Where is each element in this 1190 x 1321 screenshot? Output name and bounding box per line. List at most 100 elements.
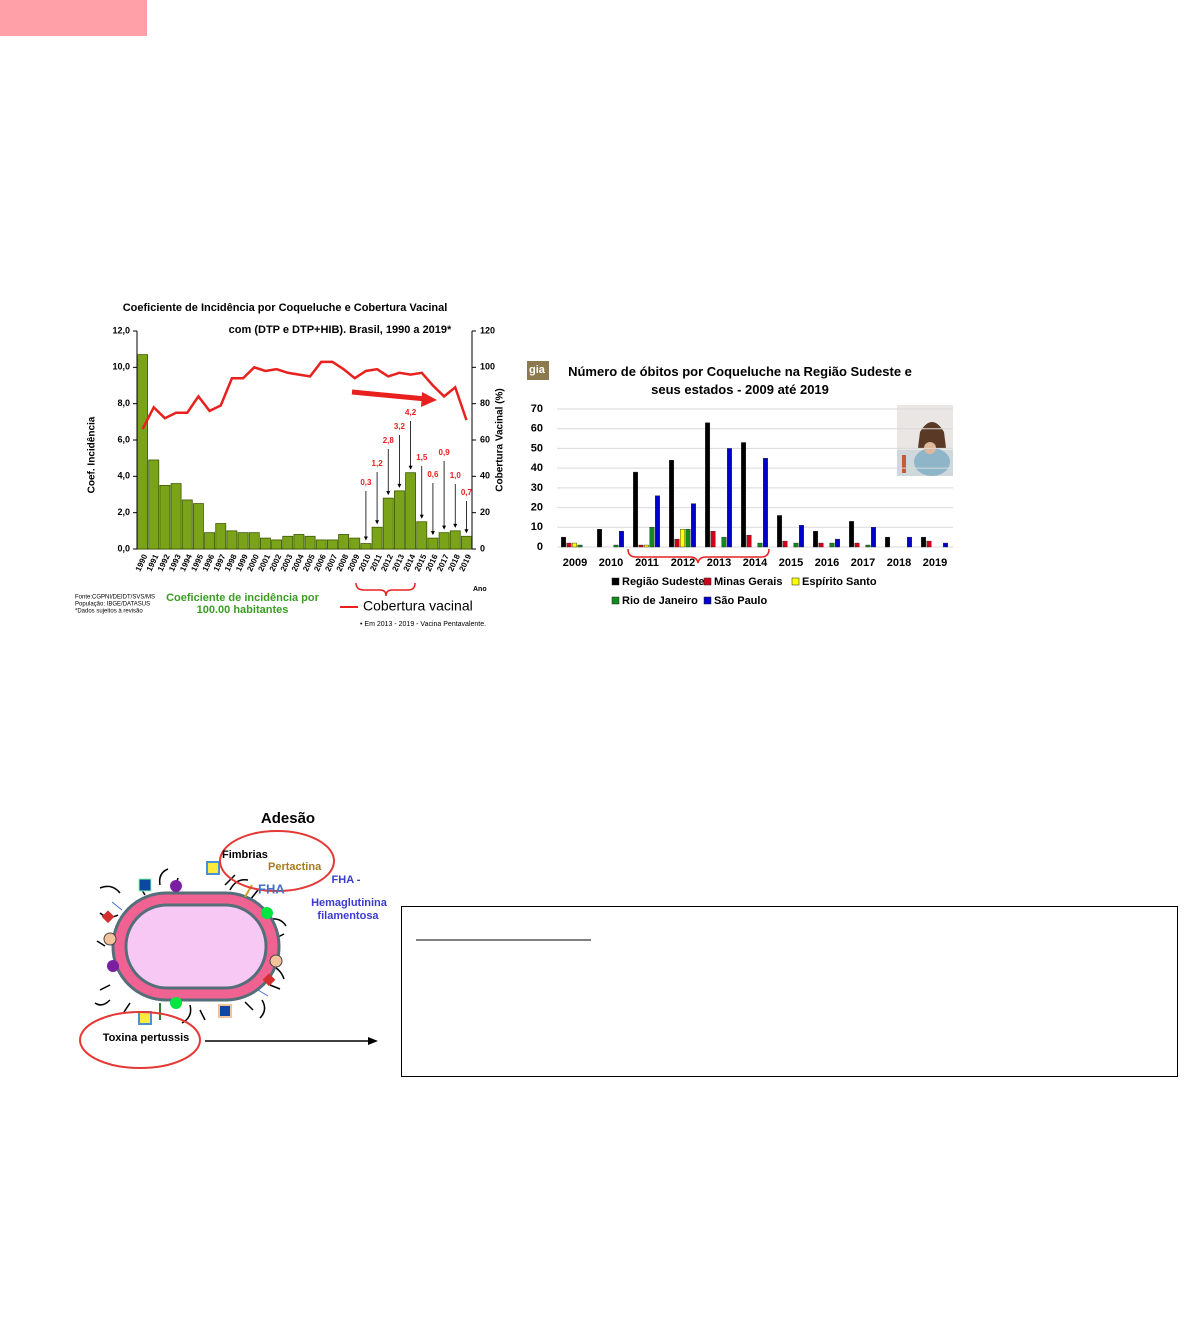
trend-arrow-head — [421, 392, 437, 407]
x-tick-label: 2013 — [707, 557, 731, 569]
pointer-head — [386, 491, 391, 496]
bar — [181, 499, 193, 550]
diagram-title: Adesão — [261, 810, 315, 827]
y-tick-label: 70 — [531, 403, 543, 415]
source-note: População: IBGE/DATASUS — [75, 602, 150, 608]
badge-label: gia — [529, 364, 546, 376]
bar — [237, 532, 249, 550]
pointer-head — [430, 531, 435, 536]
label: filamentosa — [317, 910, 379, 922]
bar — [326, 539, 338, 550]
x-tick-label: 2014 — [743, 557, 768, 569]
bar — [248, 532, 260, 550]
chart-title: Número de óbitos por Coqueluche na Regiã… — [568, 364, 912, 397]
bar — [449, 530, 461, 550]
bar — [721, 536, 727, 548]
value-label: 1,5 — [416, 453, 428, 462]
value-label: 0,6 — [427, 470, 439, 479]
bar — [763, 458, 768, 548]
bar — [619, 531, 624, 548]
bar — [416, 521, 428, 550]
bar — [192, 503, 204, 550]
pointer-head — [408, 465, 413, 470]
y-tick-label: 0 — [537, 541, 543, 553]
arrow-head — [368, 1037, 378, 1045]
legend-swatch — [611, 596, 620, 605]
y2-tick-label: 60 — [480, 434, 490, 444]
x-tick-label: 2011 — [635, 557, 659, 569]
pointer-head — [363, 536, 368, 541]
bar — [926, 540, 932, 548]
value-label: 3,2 — [394, 422, 406, 431]
x-tick-label: 2019 — [457, 552, 473, 572]
y-tick-label: 6,0 — [117, 434, 130, 444]
source-note: Fonte:CGPNI/DEIDT/SVS/MS — [75, 595, 155, 601]
y-tick-label: 2,0 — [117, 507, 130, 517]
bar — [727, 448, 732, 548]
bar — [921, 536, 927, 548]
legend-label: Cobertura vacinal — [363, 598, 473, 614]
y2-tick-label: 120 — [480, 325, 495, 335]
chart-title: Coeficiente de Incidência por Coqueluche… — [123, 302, 448, 314]
bar — [438, 532, 450, 550]
x-tick-label: 2010 — [599, 557, 623, 569]
label: FHA - — [332, 874, 361, 886]
x-tick-label: 2017 — [851, 557, 875, 569]
bar — [777, 515, 783, 548]
y-tick-label: 30 — [531, 482, 543, 494]
x-tick-label: 2016 — [815, 557, 839, 569]
label: Hemaglutinina — [311, 897, 388, 909]
bar — [271, 539, 283, 550]
pointer-head — [419, 514, 424, 519]
pointer-head — [453, 523, 458, 528]
y-tick-label: 10 — [531, 521, 543, 533]
bar — [259, 537, 271, 550]
bar — [382, 497, 394, 550]
bracket — [627, 548, 770, 564]
bar — [741, 442, 747, 548]
text-box — [401, 906, 1178, 1077]
y2-tick-label: 0 — [480, 543, 485, 553]
x-tick-label: 2018 — [887, 557, 911, 569]
bar — [427, 537, 439, 550]
bar — [644, 544, 649, 548]
bar — [371, 526, 383, 550]
legend-label: Minas Gerais — [714, 576, 782, 588]
bar — [137, 354, 149, 550]
y-tick-label: 20 — [531, 501, 543, 513]
bar — [674, 538, 680, 548]
photo — [897, 405, 953, 476]
bar — [691, 503, 696, 548]
bar — [293, 534, 305, 550]
bar — [460, 535, 472, 550]
source-note: *Dados sujeitos à revisão — [75, 609, 143, 615]
bar — [159, 485, 171, 550]
y-tick-label: 0,0 — [117, 543, 130, 553]
bar — [633, 471, 639, 548]
bar — [338, 534, 350, 550]
value-label: 1,2 — [372, 459, 384, 468]
bar — [215, 523, 227, 550]
label: Pertactina — [268, 861, 322, 873]
bar — [282, 535, 294, 550]
bar — [613, 544, 619, 548]
bar — [561, 536, 567, 548]
legend-swatch — [703, 577, 712, 586]
label: Toxina pertussis — [103, 1032, 190, 1044]
bar — [813, 531, 819, 548]
chart-subtitle: com (DTP e DTP+HIB). Brasil, 1990 a 2019… — [229, 324, 452, 336]
label: FHA — [258, 881, 285, 896]
label: Fimbrias — [222, 849, 268, 861]
badge — [527, 361, 549, 380]
x-tick-label: 2015 — [779, 557, 803, 569]
bar — [226, 530, 238, 550]
bar — [393, 490, 405, 550]
value-label: 1,0 — [450, 471, 462, 480]
legend-label: Rio de Janeiro — [622, 595, 698, 607]
y-tick-label: 50 — [531, 442, 543, 454]
bar — [597, 529, 603, 548]
bar — [655, 495, 660, 548]
bar — [170, 483, 182, 550]
legend-swatch — [703, 596, 712, 605]
footnote: • Em 2013 - 2019 - Vacina Pentavalente. — [360, 621, 486, 628]
